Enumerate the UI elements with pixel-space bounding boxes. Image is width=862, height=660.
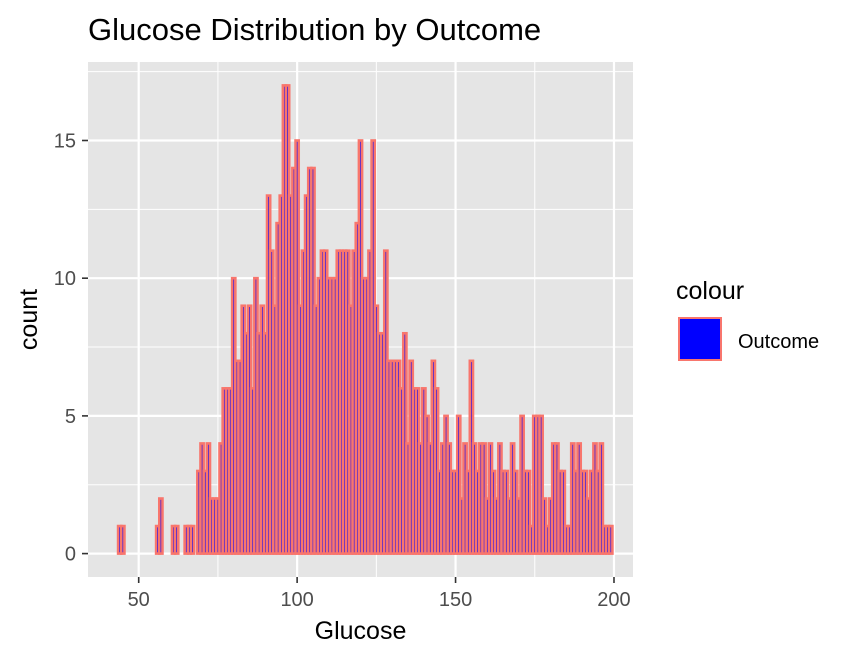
- histogram-bar: [119, 524, 126, 555]
- y-tick-label: 10: [54, 268, 76, 290]
- legend-title: colour: [676, 277, 744, 305]
- y-tick-label: 0: [65, 544, 76, 566]
- x-tick-label: 100: [280, 589, 313, 611]
- x-tick-label: 50: [128, 589, 150, 611]
- histogram-bar: [607, 524, 614, 555]
- chart-title: Glucose Distribution by Outcome: [88, 12, 541, 47]
- y-axis-title: count: [15, 289, 43, 350]
- histogram-bar: [560, 469, 567, 555]
- x-tick-label: 150: [439, 589, 472, 611]
- x-axis-title: Glucose: [315, 617, 407, 645]
- histogram-bar: [189, 524, 196, 555]
- histogram-bar: [538, 414, 544, 555]
- x-tick-label: 200: [597, 589, 630, 611]
- histogram-bar: [157, 497, 164, 555]
- legend-label-outcome: Outcome: [738, 331, 819, 353]
- histogram-bar: [598, 442, 605, 555]
- y-tick-label: 15: [54, 130, 76, 152]
- axis-ticks: 50 100 150 200 0 5 10 15: [54, 130, 631, 611]
- legend: colour Outcome: [676, 277, 819, 361]
- histogram-bar: [173, 524, 180, 555]
- histogram-bar: [455, 414, 462, 555]
- legend-key-outcome: [678, 317, 722, 361]
- bars: [116, 84, 614, 555]
- histogram-bar: [525, 469, 532, 555]
- y-tick-label: 5: [65, 406, 76, 428]
